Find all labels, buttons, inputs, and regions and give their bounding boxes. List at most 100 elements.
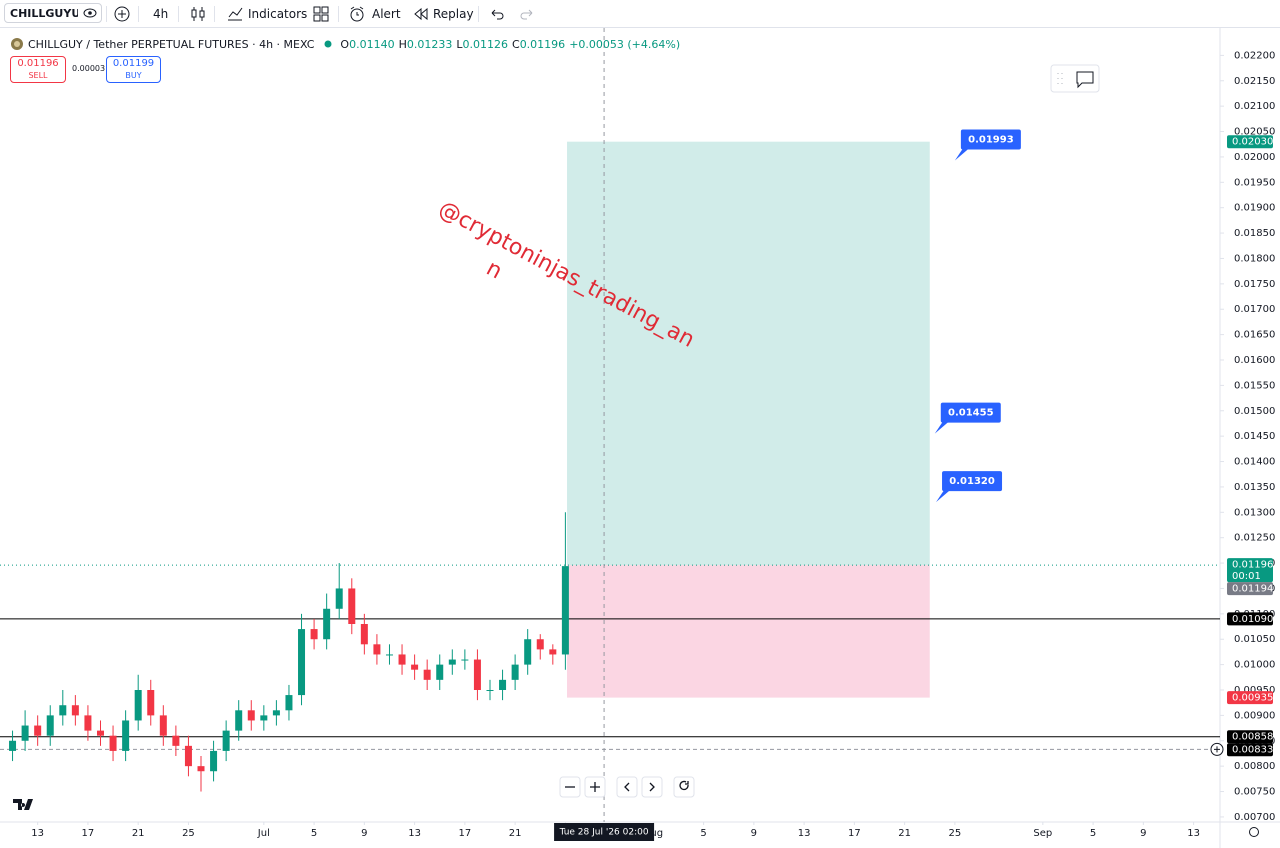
x-tick-label: 25 (949, 828, 962, 839)
y-tick-label: 0.01550 (1234, 380, 1275, 391)
undo[interactable] (488, 5, 506, 33)
chart-control-icon (649, 782, 655, 792)
price-label-text: 0.02030 (1232, 137, 1273, 148)
x-tick-label: 17 (458, 828, 471, 839)
x-tick-label: 13 (408, 828, 421, 839)
chart-control-icon (590, 782, 600, 792)
candle-body (21, 725, 29, 741)
sell-price: 0.01196 (17, 58, 59, 69)
separator (106, 6, 107, 22)
candle-body (385, 654, 393, 656)
interval[interactable]: 4h (153, 7, 169, 21)
candle-body (197, 766, 205, 772)
x-tick-label: 13 (1187, 828, 1200, 839)
y-tick-label: 0.02150 (1234, 76, 1275, 87)
callout-label: 0.01320 (949, 476, 995, 487)
x-tick-label: 9 (361, 828, 367, 839)
y-tick-label: 0.01450 (1234, 431, 1275, 442)
candle-body (84, 715, 92, 731)
status-dot (324, 40, 332, 48)
x-tick-label: Sep (1033, 828, 1052, 839)
chart-control[interactable] (616, 776, 638, 798)
alert[interactable]: Alert (372, 7, 401, 21)
watermark-text: n (482, 256, 506, 285)
candle-body (222, 730, 230, 751)
candle-body (411, 664, 419, 670)
price-label-text: 0.00858 (1232, 732, 1273, 743)
candle-body (71, 705, 79, 716)
chart-type[interactable] (189, 5, 207, 33)
close-value: 0.01196 (519, 37, 566, 51)
price-label (1227, 135, 1273, 149)
candle-body (172, 735, 180, 746)
y-tick-label: 0.02200 (1234, 50, 1275, 61)
alert-icon (350, 6, 364, 22)
indicators[interactable]: Indicators (248, 7, 308, 21)
low-key: L (456, 37, 463, 51)
symbol-search[interactable]: CHILLGUYUSDT (4, 3, 102, 23)
candle-body (524, 639, 532, 665)
candle-body (9, 740, 17, 751)
y-tick-label: 0.01250 (1234, 533, 1275, 544)
replay[interactable]: Replay (433, 7, 474, 21)
candle-body (348, 588, 356, 624)
separator (178, 6, 179, 22)
crosshair-label: Tue 28 Jul '26 02:00 (559, 828, 649, 838)
candle-body (147, 690, 155, 716)
y-tick-label: 0.01950 (1234, 177, 1275, 188)
candle-body (549, 649, 557, 655)
candle-body (486, 690, 494, 691)
price-label (1227, 743, 1273, 757)
crosshair-label-box (554, 823, 655, 841)
y-tick-label: 0.01700 (1234, 304, 1275, 315)
add-symbol[interactable] (113, 5, 131, 33)
sell-button[interactable]: 0.01196 SELL (10, 56, 66, 83)
candle-body (511, 664, 519, 680)
position-profit-zone (567, 141, 930, 566)
x-tick-label: 17 (848, 828, 861, 839)
low-value: 0.01126 (462, 37, 509, 51)
candle-body (323, 608, 331, 640)
candle-body (473, 659, 481, 690)
separator (478, 6, 479, 22)
x-tick-label: 5 (1090, 828, 1096, 839)
candle-body (272, 710, 280, 716)
price-label (1227, 612, 1273, 626)
y-tick-label: 0.01650 (1234, 330, 1275, 341)
price-label-text: 0.01196 (1232, 560, 1273, 571)
chart-control[interactable] (641, 776, 663, 798)
x-tick-label: 21 (898, 828, 911, 839)
x-tick-label: 21 (509, 828, 522, 839)
candle-body (109, 735, 117, 751)
buy-price: 0.01199 (112, 58, 155, 69)
watch-icon (83, 8, 97, 18)
x-tick-label: 13 (31, 828, 44, 839)
price-label-text: 0.00935 (1232, 693, 1273, 704)
y-tick-label: 0.00800 (1234, 761, 1275, 772)
y-tick-label: 0.01800 (1234, 253, 1275, 264)
position-loss-zone (567, 565, 930, 698)
candle-body (96, 730, 104, 736)
y-tick-label: 0.02100 (1234, 101, 1275, 112)
redo[interactable] (518, 5, 536, 33)
candle-body (423, 669, 431, 680)
tv-logo (13, 799, 33, 810)
candle-body (34, 725, 42, 736)
x-tick-label: 5 (311, 828, 317, 839)
separator (338, 6, 339, 22)
templates[interactable] (312, 5, 330, 33)
y-tick-label: 0.01350 (1234, 482, 1275, 493)
candle-body (499, 679, 507, 690)
chart-control-icon (624, 782, 630, 792)
y-tick-label: 0.01400 (1234, 457, 1275, 468)
x-tick-label: 9 (751, 828, 757, 839)
axis-settings[interactable] (1249, 827, 1259, 837)
x-tick-label: Jul (257, 828, 270, 839)
chart-control[interactable] (673, 776, 695, 798)
buy-button[interactable]: 0.01199 BUY (106, 56, 161, 83)
toolbar: CHILLGUYUSDT 4h Indicators Alert Replay (0, 0, 1280, 28)
callout-box (942, 471, 1003, 492)
y-tick-label: 0.01500 (1234, 406, 1275, 417)
candle-body (122, 720, 130, 751)
legend: CHILLGUY / Tether PERPETUAL FUTURES · 4h… (10, 36, 680, 52)
